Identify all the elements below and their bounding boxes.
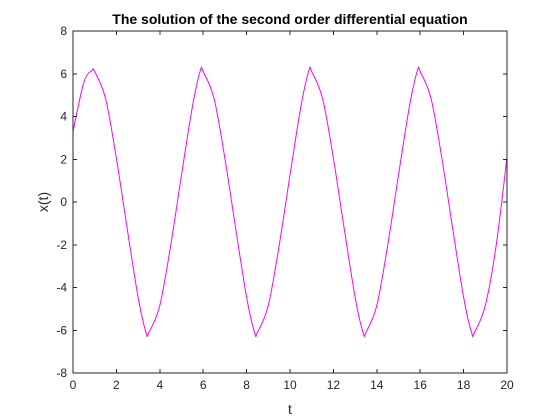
x-tick-label: 14 — [370, 378, 384, 392]
x-tick-label: 6 — [200, 378, 207, 392]
series-line-0 — [72, 66, 508, 338]
y-tick-label: -2 — [56, 238, 67, 252]
y-tick-label: 6 — [60, 67, 67, 81]
x-tick-label: 18 — [457, 378, 471, 392]
y-axis-label: x(t) — [35, 192, 51, 212]
chart-title: The solution of the second order differe… — [112, 11, 467, 27]
x-tick-label: 4 — [156, 378, 163, 392]
x-tick-label: 2 — [113, 378, 120, 392]
y-tick-label: 8 — [60, 24, 67, 38]
plot-area — [73, 31, 507, 373]
y-tick-label: 0 — [60, 195, 67, 209]
x-tick-label: 10 — [283, 378, 297, 392]
x-tick-label: 0 — [70, 378, 77, 392]
y-tick-label: -6 — [56, 323, 67, 337]
x-tick-label: 12 — [327, 378, 341, 392]
x-tick-label: 8 — [243, 378, 250, 392]
x-tick-label: 16 — [414, 378, 428, 392]
x-axis-label: t — [288, 401, 292, 417]
x-tick-label: 20 — [500, 378, 514, 392]
y-tick-label: -8 — [56, 366, 67, 380]
y-tick-label: 2 — [60, 152, 67, 166]
y-tick-label: 4 — [60, 110, 67, 124]
tick-layer: 0 2 4 6 8 10 12 14 16 18 20 -8 -6 -4 -2 0 2 4 6 8 — [56, 24, 514, 392]
y-tick-label: -4 — [56, 281, 67, 295]
curve-layer — [72, 66, 508, 338]
